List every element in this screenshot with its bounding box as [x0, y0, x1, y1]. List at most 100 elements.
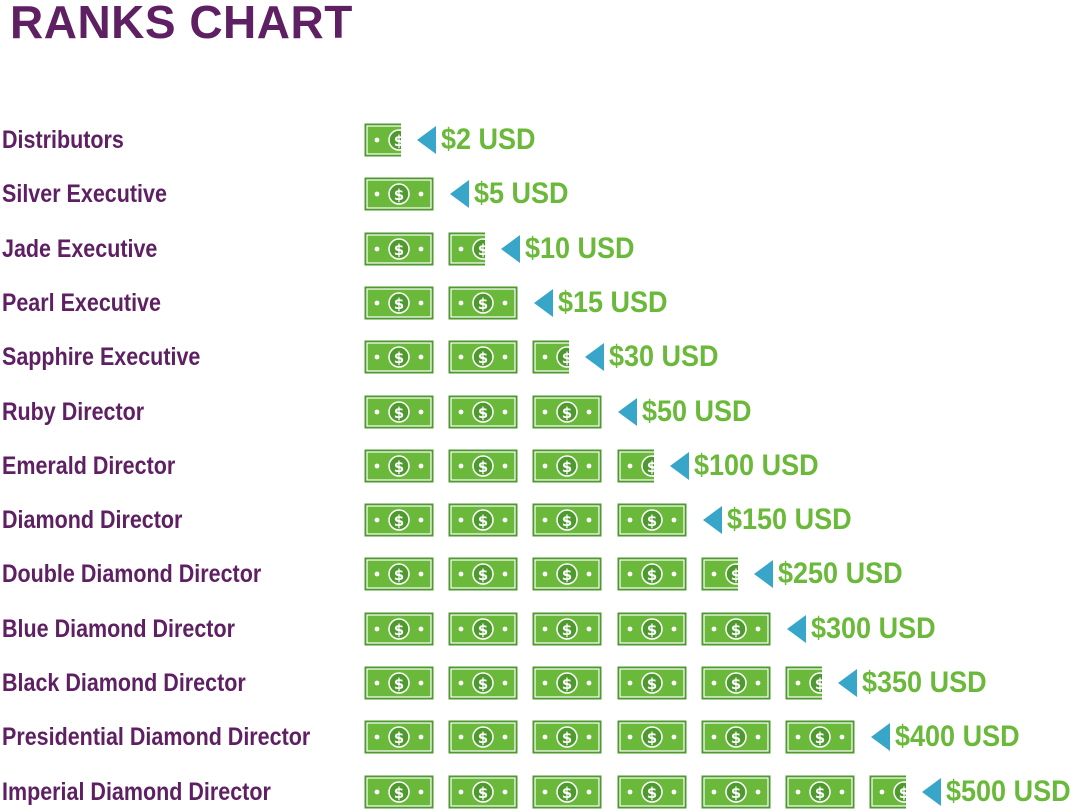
dollar-bill-icon: $: [617, 720, 687, 754]
left-arrow-icon: [501, 234, 521, 263]
left-arrow-icon: [922, 777, 942, 806]
svg-text:$: $: [394, 186, 404, 204]
svg-text:$: $: [394, 784, 404, 802]
svg-text:$: $: [646, 566, 656, 584]
svg-text:$: $: [731, 566, 738, 584]
amount-label: $100 USD: [693, 448, 819, 482]
dollar-bill-icon: $: [364, 340, 434, 374]
svg-text:$: $: [731, 784, 741, 802]
dollar-bill-icon: $: [364, 449, 434, 483]
dollar-bill-icon: $: [701, 612, 771, 646]
dollar-bill-icon: $: [532, 666, 602, 700]
rank-label: Distributors: [2, 126, 124, 154]
rank-row: Pearl Executive $ $ $15 USD: [0, 283, 1073, 323]
amount-callout: $50 USD: [618, 392, 764, 432]
dollar-bill-icon: $: [448, 612, 518, 646]
amount-callout: $500 USD: [922, 772, 1073, 812]
dollar-bill-icon: $: [364, 666, 434, 700]
svg-text:$: $: [394, 675, 404, 693]
dollar-bill-icon: $: [701, 557, 738, 591]
svg-text:$: $: [394, 729, 404, 747]
dollar-bill-icon: $: [785, 775, 855, 809]
left-arrow-icon: [534, 288, 554, 317]
dollar-bill-icon: $: [701, 666, 771, 700]
svg-text:$: $: [394, 349, 404, 367]
svg-text:$: $: [731, 621, 741, 639]
dollar-bill-icon: $: [448, 340, 518, 374]
svg-text:$: $: [478, 458, 488, 476]
rank-row: Sapphire Executive $ $ $ $30 USD: [0, 337, 1073, 377]
dollar-bill-icon: $: [617, 557, 687, 591]
left-arrow-icon: [585, 343, 605, 372]
rank-label: Imperial Diamond Director: [2, 777, 271, 806]
amount-callout: $350 USD: [838, 663, 1000, 703]
rank-row: Diamond Director $ $ $ $ $150 USD: [0, 500, 1073, 540]
dollar-bill-icon: $: [701, 720, 771, 754]
dollar-bill-icon: $: [364, 177, 434, 211]
dollar-bill-icon: $: [532, 395, 602, 429]
dollar-bill-icon: $: [617, 449, 654, 483]
amount-label: $500 USD: [946, 774, 1071, 808]
svg-text:$: $: [562, 512, 572, 530]
amount-label: $30 USD: [609, 340, 719, 374]
left-arrow-icon: [786, 614, 806, 643]
dollar-bill-icon: $: [617, 612, 687, 646]
amount-label: $2 USD: [441, 123, 536, 156]
amount-callout: $150 USD: [702, 500, 865, 540]
rank-label: Black Diamond Director: [2, 669, 246, 697]
svg-text:$: $: [899, 784, 906, 802]
dollar-bill-icon: $: [532, 503, 602, 537]
dollar-bill-icon: $: [532, 612, 602, 646]
rank-row: Presidential Diamond Director $ $ $ $ $ $ $400 …: [0, 717, 1073, 757]
svg-text:$: $: [731, 675, 741, 693]
rank-row: Imperial Diamond Director $ $ $ $ $ $ $ $500 USD: [0, 772, 1073, 812]
dollar-bill-icon: $: [617, 503, 687, 537]
svg-text:$: $: [562, 621, 572, 639]
rank-row: Emerald Director $ $ $ $ $100 USD: [0, 446, 1073, 486]
rank-row: Black Diamond Director $ $ $ $ $ $ $350 USD: [0, 663, 1073, 703]
dollar-bill-icon: $: [448, 666, 518, 700]
chart-title: RANKS CHART: [10, 0, 353, 48]
svg-text:$: $: [478, 512, 488, 530]
dollar-bill-icon: $: [364, 232, 434, 266]
svg-text:$: $: [478, 784, 488, 802]
amount-callout: $10 USD: [501, 229, 647, 269]
amount-label: $300 USD: [810, 611, 936, 645]
amount-label: $400 USD: [895, 720, 1020, 754]
svg-text:$: $: [394, 132, 401, 150]
amount-label: $150 USD: [726, 503, 852, 537]
svg-text:$: $: [562, 675, 572, 693]
svg-text:$: $: [562, 566, 572, 584]
rank-row: Silver Executive $ $5 USD: [0, 174, 1073, 214]
dollar-bill-icon: $: [448, 232, 486, 266]
svg-text:$: $: [731, 729, 741, 747]
rank-row: Blue Diamond Director $ $ $ $ $ $300 USD: [0, 609, 1073, 649]
svg-text:$: $: [478, 566, 488, 584]
dollar-bill-icon: $: [532, 449, 602, 483]
dollar-bill-icon: $: [617, 775, 687, 809]
dollar-bill-icon: $: [701, 775, 771, 809]
left-arrow-icon: [838, 669, 857, 697]
amount-callout: $30 USD: [585, 337, 731, 377]
dollar-bill-icon: $: [364, 557, 434, 591]
rank-label: Silver Executive: [2, 180, 167, 209]
rank-row: Double Diamond Director $ $ $ $ $ $250 USD: [0, 554, 1073, 594]
amount-callout: $2 USD: [417, 120, 546, 160]
dollar-bill-icon: $: [448, 720, 518, 754]
svg-text:$: $: [815, 784, 825, 802]
svg-text:$: $: [646, 458, 653, 476]
svg-text:$: $: [562, 729, 572, 747]
amount-label: $15 USD: [558, 285, 668, 319]
svg-text:$: $: [562, 349, 569, 367]
dollar-bill-icon: $: [364, 612, 434, 646]
amount-callout: $250 USD: [753, 554, 916, 594]
amount-callout: $5 USD: [450, 174, 579, 214]
rank-label: Diamond Director: [2, 506, 183, 535]
left-arrow-icon: [669, 451, 689, 480]
svg-text:$: $: [646, 621, 656, 639]
left-arrow-icon: [417, 126, 436, 154]
dollar-bill-icon: $: [448, 775, 518, 809]
dollar-bill-icon: $: [448, 395, 518, 429]
left-arrow-icon: [753, 560, 773, 589]
dollar-bill-icon: $: [364, 286, 434, 320]
